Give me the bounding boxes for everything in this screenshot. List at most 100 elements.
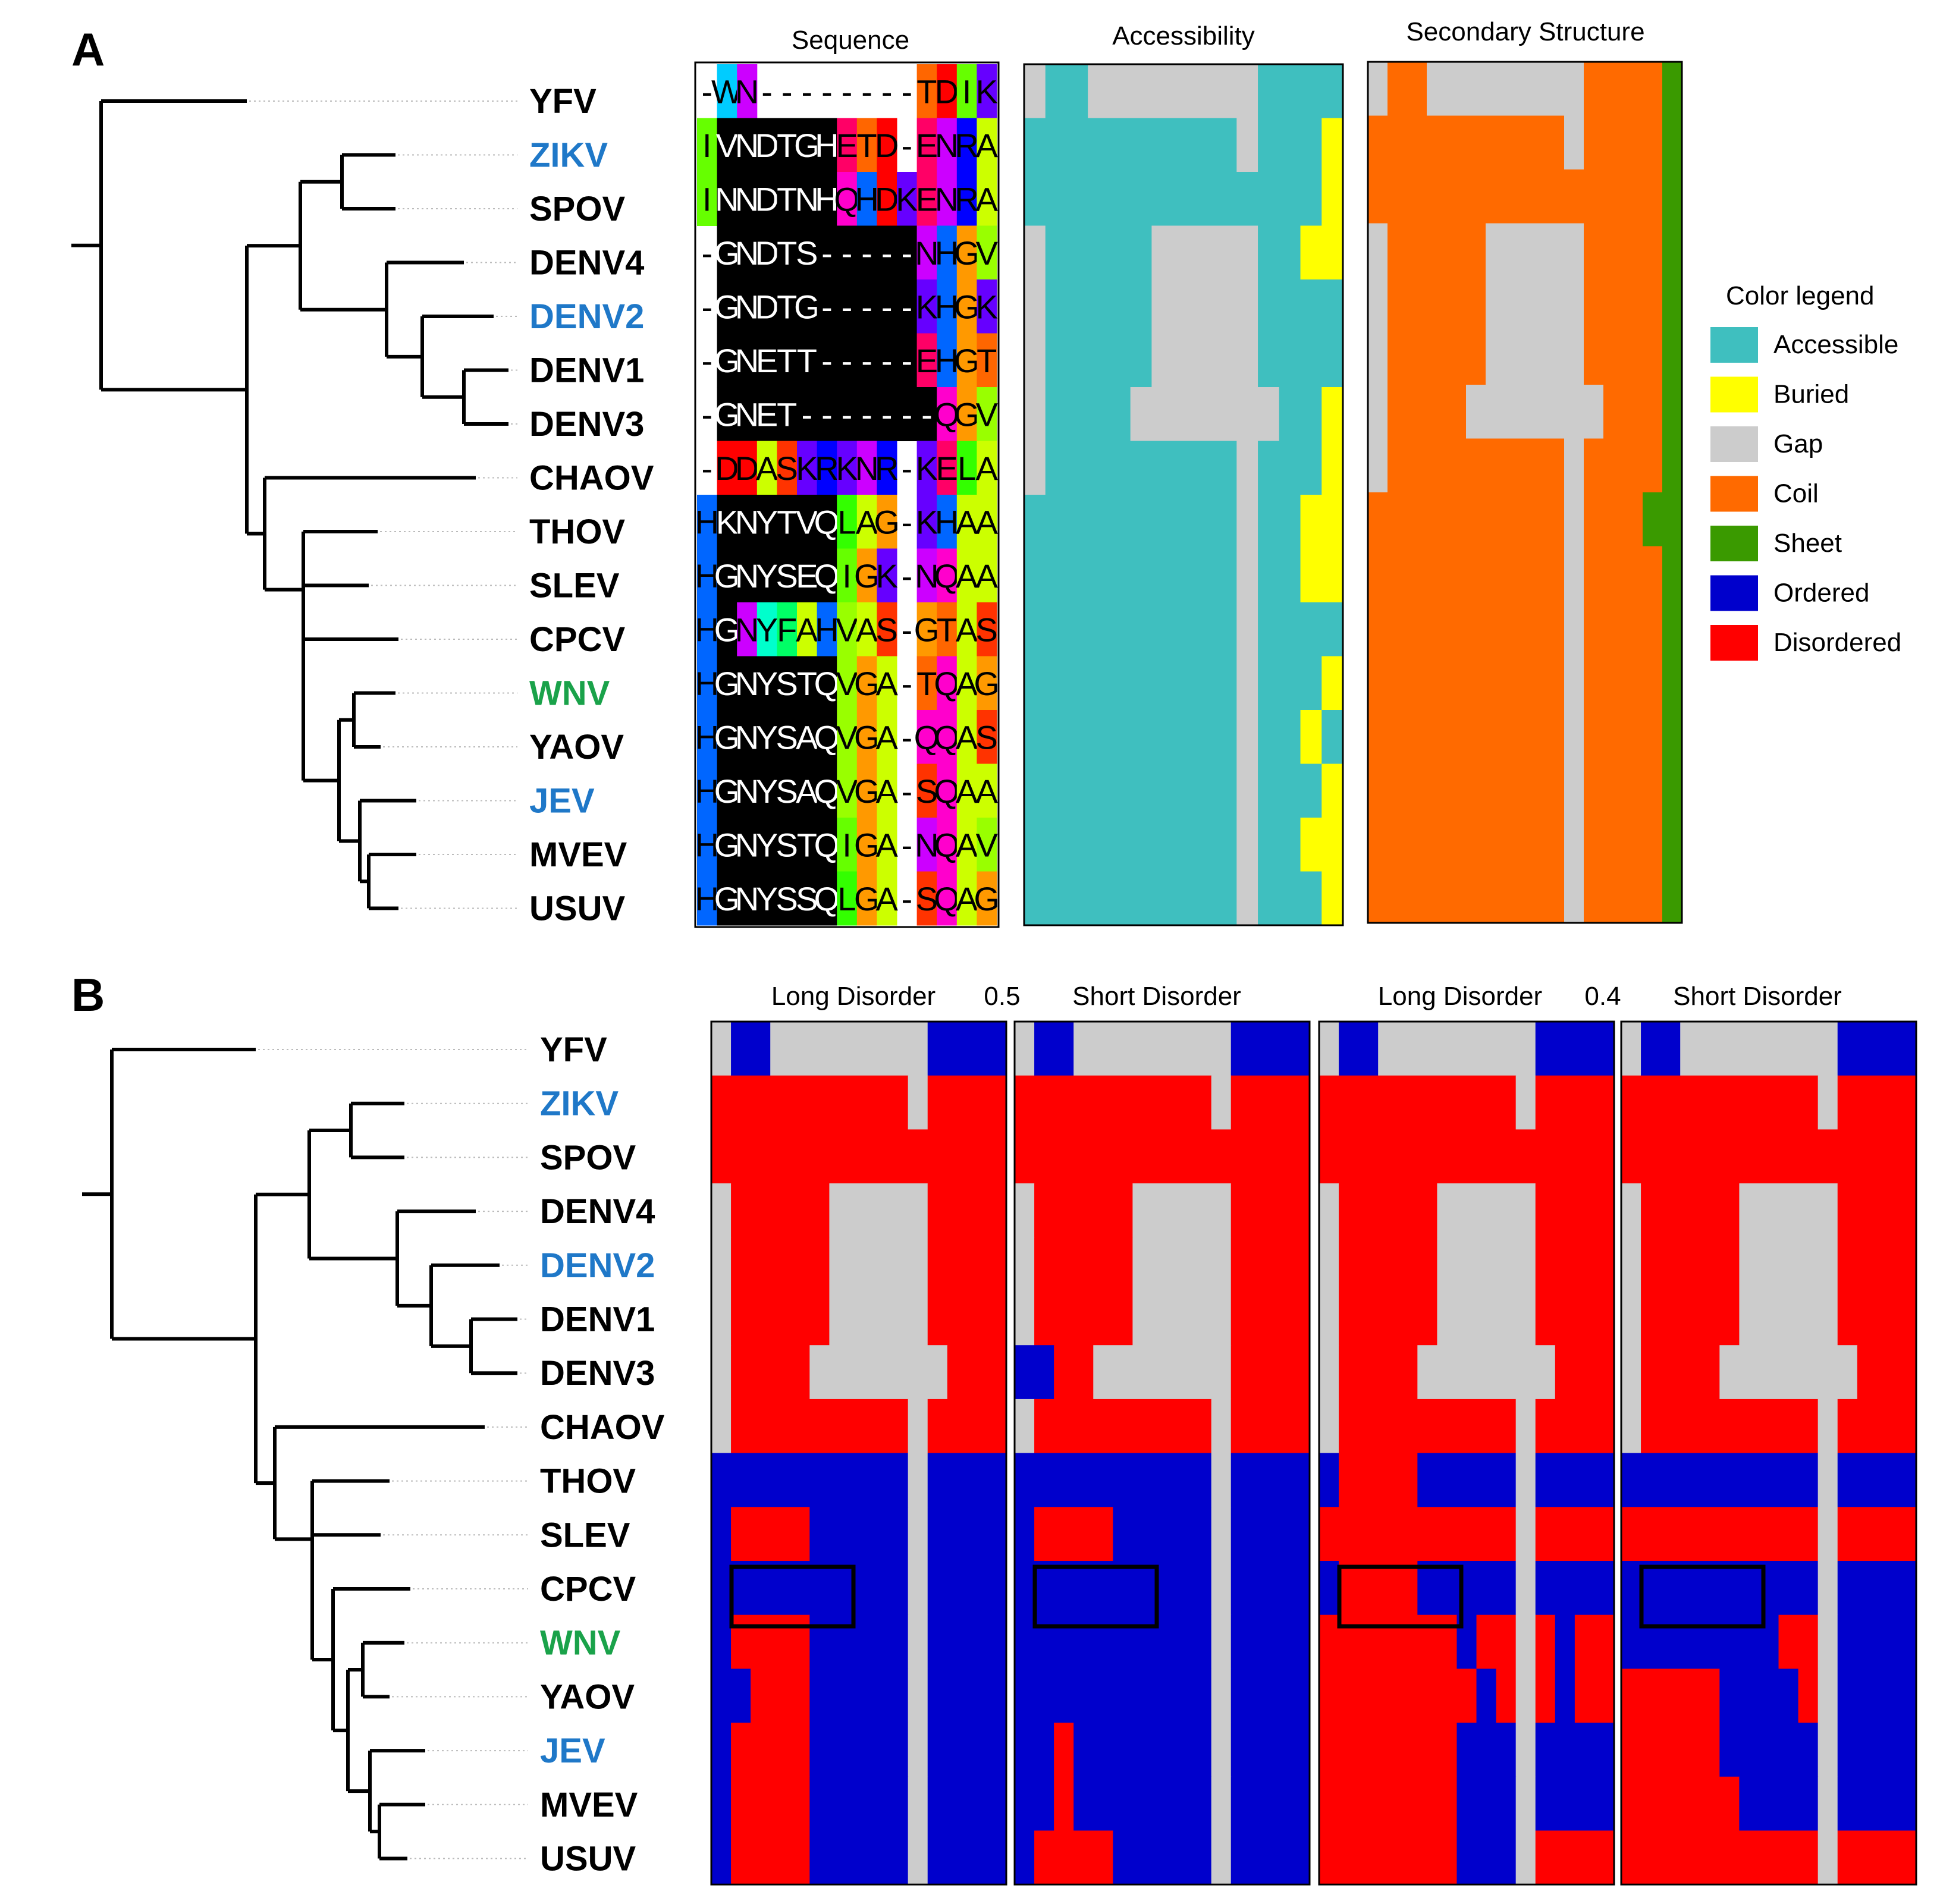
alignment-residue: Y <box>756 718 778 756</box>
disorder-track-1-cell <box>731 1291 830 1346</box>
header-long-disorder-2: Long Disorder <box>1378 982 1542 1011</box>
alignment-cell <box>717 710 737 764</box>
alignment-residue: K <box>916 450 938 487</box>
alignment-residue: D <box>755 288 778 325</box>
alignment-residue: S <box>776 665 798 702</box>
alignment-residue: D <box>875 180 899 218</box>
alignment-cell <box>837 225 858 280</box>
alignment-residue: - <box>821 342 833 379</box>
disorder-track-3-cell <box>1339 1345 1418 1400</box>
alignment-cell <box>856 118 877 172</box>
alignment-residue: - <box>901 503 912 541</box>
disorder-track-4-cell <box>1621 1022 1641 1076</box>
alignment-residue: T <box>777 127 797 164</box>
accessibility-cell <box>1258 871 1322 926</box>
secondary-structure-cell <box>1662 169 1682 224</box>
alignment-residue: - <box>701 450 712 487</box>
alignment-residue: - <box>921 395 933 433</box>
disorder-track-3-cell <box>1319 1129 1615 1184</box>
alignment-residue: N <box>735 342 759 379</box>
taxon-label: ZIKV <box>529 136 608 175</box>
alignment-residue: H <box>815 611 839 648</box>
disorder-track-3-cell <box>1456 1723 1517 1777</box>
disorder-track-2-cell <box>1073 1022 1232 1076</box>
disorder-track-4-cell <box>1817 1614 1838 1669</box>
alignment-cell <box>717 118 737 172</box>
secondary-structure-cell <box>1368 62 1388 117</box>
secondary-structure-cell <box>1603 385 1663 439</box>
disorder-track-1-cell <box>711 1183 732 1238</box>
alignment-cell <box>977 764 997 818</box>
disorder-track-4-cell <box>1837 1776 1917 1831</box>
alignment-residue: - <box>821 73 833 110</box>
taxon-label: DENV1 <box>529 351 644 390</box>
alignment-cell <box>717 172 737 226</box>
taxon-label: JEV <box>529 782 595 821</box>
disorder-track-4-cell <box>1719 1669 1799 1723</box>
taxon-label: CPCV <box>529 620 625 659</box>
disorder-track-2-cell <box>1211 1614 1232 1669</box>
taxon-label: MVEV <box>529 835 627 874</box>
accessibility-cell <box>1279 387 1322 442</box>
secondary-structure-cell <box>1584 223 1663 278</box>
alignment-cell <box>956 871 977 926</box>
accessibility-cell <box>1300 495 1343 549</box>
taxon-label: DENV1 <box>540 1300 655 1339</box>
alignment-cell <box>837 172 858 226</box>
alignment-residue: K <box>916 503 938 541</box>
alignment-cell <box>916 602 937 656</box>
accessibility-cell <box>1024 656 1237 711</box>
disorder-track-2-cell <box>1034 1830 1113 1885</box>
alignment-cell <box>916 710 937 764</box>
disorder-track-2-cell <box>1015 1507 1035 1561</box>
alignment-cell <box>856 548 877 603</box>
alignment-residue: T <box>916 665 937 702</box>
alignment-residue: H <box>935 288 959 325</box>
disorder-track-3-cell <box>1515 1399 1536 1454</box>
secondary-structure-cell <box>1584 761 1663 816</box>
alignment-residue: K <box>896 180 918 218</box>
alignment-residue: V <box>836 772 858 810</box>
disorder-track-2-cell <box>1211 1723 1232 1777</box>
alignment-cell <box>937 279 958 334</box>
alignment-residue: - <box>881 288 893 325</box>
accessibility-track <box>1023 63 1344 926</box>
alignment-residue: V <box>976 395 999 433</box>
taxon-label: SPOV <box>540 1138 636 1177</box>
secondary-structure-cell <box>1368 600 1565 655</box>
secondary-structure-cell <box>1564 708 1584 762</box>
disorder-track-2-cell <box>1015 1669 1212 1723</box>
alignment-residue: N <box>915 557 938 595</box>
alignment-cell <box>877 871 897 926</box>
color-legend: Color legend Accessible Buried Gap Coil Shee… <box>1710 281 1901 661</box>
disorder-track-2-frame <box>1013 1020 1311 1886</box>
disorder-track-3-cell <box>1339 1022 1379 1076</box>
alignment-cell <box>737 279 758 334</box>
tree-a-dotted-leaders <box>249 100 517 909</box>
alignment-residue: G <box>854 665 880 702</box>
alignment-residue: - <box>901 611 912 648</box>
taxon-labels-b: YFV ZIKV SPOV DENV4 DENV2 DENV1 DENV3 CHAOV THOV… <box>540 1030 665 1878</box>
secondary-structure-cell <box>1584 492 1643 547</box>
alignment-residue: H <box>695 665 719 702</box>
legend-swatch <box>1710 327 1758 363</box>
alignment-residue: H <box>855 180 878 218</box>
alignment-residue: I <box>702 127 712 164</box>
legend-swatch <box>1710 426 1758 462</box>
alignment-residue: K <box>916 288 938 325</box>
accessibility-cell <box>1321 118 1343 172</box>
disorder-track-1-cell <box>927 1669 1007 1723</box>
accessibility-cell <box>1024 710 1237 765</box>
alignment-cell <box>756 764 777 818</box>
disorder-track-1-cell <box>829 1237 928 1292</box>
legend-label: Gap <box>1773 429 1823 458</box>
alignment-residue: H <box>695 880 719 918</box>
alignment-residue: L <box>837 880 856 918</box>
alignment-cell <box>756 333 777 388</box>
alignment-cell <box>817 118 837 172</box>
alignment-cell <box>937 64 958 118</box>
accessibility-cell <box>1258 710 1301 765</box>
accessibility-cell <box>1024 225 1046 280</box>
alignment-residue: - <box>881 342 893 379</box>
alignment-residue: A <box>876 826 899 863</box>
